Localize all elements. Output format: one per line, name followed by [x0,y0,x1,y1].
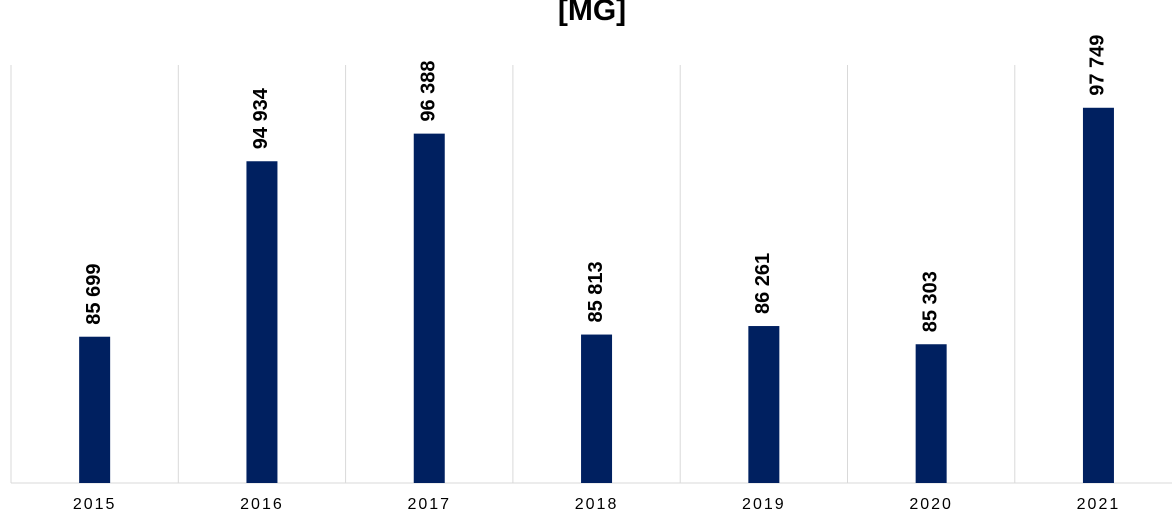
x-tick-label: 2016 [240,496,284,513]
x-tick-label: 2019 [742,496,786,513]
x-tick-label: 2021 [1077,496,1121,513]
bar [1082,107,1114,484]
bar [413,133,445,484]
bar [79,336,111,483]
value-label: 86 261 [752,253,774,314]
x-tick-label: 2018 [575,496,619,513]
value-label: 94 934 [250,87,272,149]
x-tick-label: 2020 [909,496,953,513]
value-label: 96 388 [418,60,440,121]
bar [246,161,278,483]
x-tick-label: 2017 [407,496,451,513]
value-label: 85 303 [919,271,941,332]
bar [915,344,947,483]
bar [581,334,613,483]
bar [748,326,780,483]
value-label: 85 813 [585,261,607,322]
chart-title: [MG] [558,0,626,27]
value-label: 85 699 [83,264,105,325]
value-label: 97 749 [1087,35,1109,96]
x-tick-label: 2015 [73,496,117,513]
